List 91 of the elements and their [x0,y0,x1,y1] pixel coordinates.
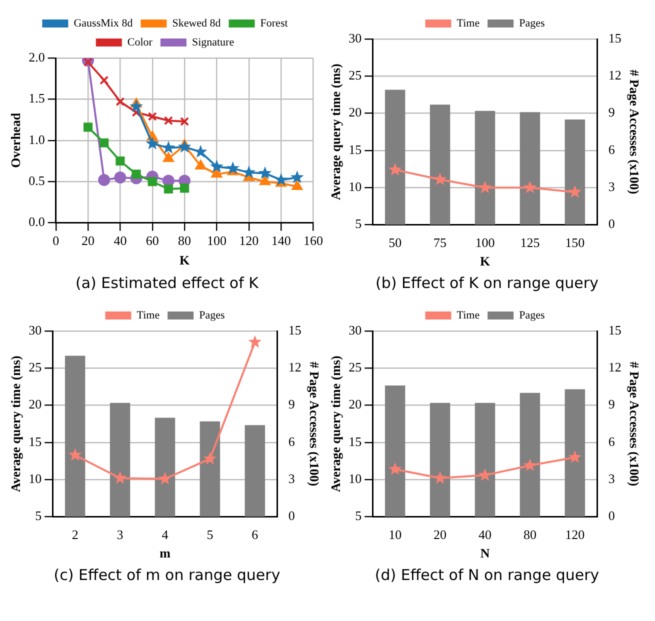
y-tick-label: 20 [348,104,362,120]
y-tick-label: 25 [348,360,362,375]
y2-tick-label: 0 [608,216,615,232]
text: (d) Effect of N on range query [374,566,600,584]
x-tick-label: 0 [52,233,60,248]
y-axis-title: Average query time (ms) [328,356,344,492]
y2-tick-label: 9 [608,104,615,120]
y2-tick-label: 9 [608,396,615,412]
y2-axis-title: # Page Accesses (x100) [626,362,642,486]
legend-label: Time [456,17,480,30]
x-tick-label: 20 [434,527,447,542]
y-axis-title: Average query time (ms) [328,64,344,200]
x-tick-label: 5 [206,527,214,542]
x-tick-label: 150 [565,235,585,250]
y2-tick-label: 15 [288,322,302,338]
x-tick-label: 60 [146,233,159,248]
y-tick-label: 15 [348,434,362,449]
x-tick-label: 40 [478,527,492,542]
y-tick-label: 0.0 [28,214,45,230]
y-tick-label: 5 [355,508,362,524]
y2-tick-label: 0 [608,508,615,524]
x-tick-label: 80 [178,233,192,248]
x-axis-title: N [480,546,490,561]
y2-tick-label: 3 [608,179,615,194]
legend-label: Time [136,309,160,322]
y-tick-label: 30 [348,322,362,338]
y2-tick-label: 9 [288,396,295,412]
x-tick-label: 80 [523,527,536,542]
y-tick-label: 10 [348,179,362,194]
legend-label: Skewed 8d [172,17,222,30]
x-tick-label: 75 [434,235,447,250]
x-tick-label: 100 [206,233,226,248]
x-tick-label: 120 [239,233,259,248]
y-tick-label: 1.5 [28,90,45,106]
text: (a) Estimated effect of K [74,274,260,292]
legend-label: Pages [199,309,225,322]
text: (c) Effect of m on range query [52,566,282,584]
y2-tick-label: 6 [608,142,616,157]
x-tick-label: 50 [388,235,402,250]
y-tick-label: 10 [348,471,362,486]
y-tick-label: 2.0 [28,49,45,64]
y-tick-label: 25 [28,360,42,375]
x-tick-label: 3 [116,527,124,542]
x-tick-label: 4 [162,527,169,542]
x-tick-label: 120 [565,527,585,542]
y-tick-label: 15 [348,142,362,157]
y-tick-label: 25 [348,68,362,83]
y2-tick-label: 6 [608,434,616,449]
y2-tick-label: 6 [288,434,296,449]
y-axis-title: Overhead [8,112,24,168]
y2-tick-label: 15 [608,30,622,46]
x-axis-title: K [179,252,190,268]
x-tick-label: 100 [475,235,495,250]
y-tick-label: 5 [355,216,362,232]
x-axis-title: m [160,546,171,561]
legend-label: GaussMix 8d [74,17,134,30]
legend-label: Color [127,36,153,48]
x-tick-label: 20 [82,233,95,248]
y-tick-label: 20 [28,396,42,412]
x-tick-label: 40 [114,233,127,248]
x-tick-label: 10 [388,527,402,542]
x-tick-label: 2 [72,527,78,542]
y-tick-label: 10 [28,471,42,486]
legend-label: Pages [519,17,545,30]
y2-tick-label: 15 [608,322,622,338]
y-tick-label: 30 [28,322,42,338]
legend-label: Forest [260,17,288,30]
y-tick-label: 0.5 [28,173,45,188]
y-tick-label: 20 [348,396,362,412]
y2-tick-label: 0 [288,508,295,524]
text: (b) Effect of K on range query [374,274,600,292]
y-axis-title: Average query time (ms) [8,356,24,492]
x-tick-label: 140 [271,233,291,248]
y2-axis-title: # Page Accesses (x100) [626,70,642,194]
y2-axis-title: # Page Accesses (x100) [306,362,322,486]
x-tick-label: 125 [520,235,540,250]
y-tick-label: 15 [28,434,42,449]
y2-tick-label: 12 [608,360,622,375]
x-tick-label: 6 [252,527,259,542]
x-axis-title: K [480,254,491,269]
y-tick-label: 5 [35,508,42,524]
y-tick-label: 1.0 [28,132,45,147]
legend-label: Pages [519,309,545,322]
y2-tick-label: 12 [288,360,302,375]
legend-label: Time [456,309,480,322]
y2-tick-label: 3 [288,471,295,486]
y2-tick-label: 12 [608,68,622,83]
y2-tick-label: 3 [608,471,615,486]
legend-label: Signature [192,36,234,48]
x-tick-label: 160 [304,233,323,248]
y-tick-label: 30 [348,30,362,46]
